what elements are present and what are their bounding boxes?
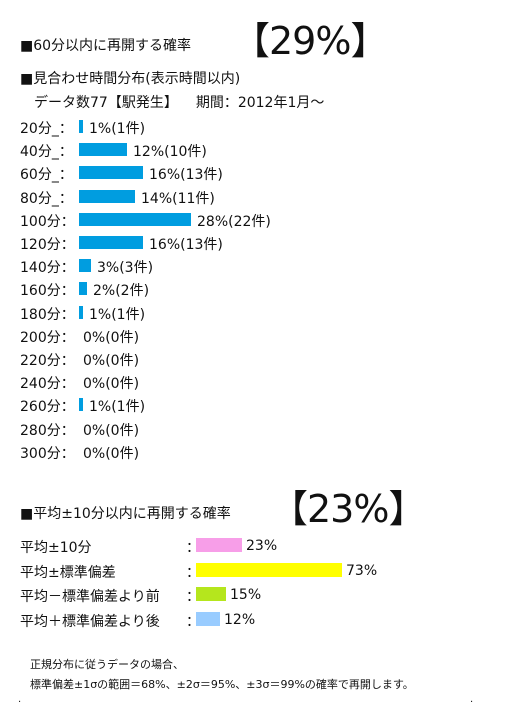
average-bar (196, 587, 226, 601)
distribution-row: 280分： 0%(0件) (20, 417, 500, 439)
distribution-row: 240分： 0%(0件) (20, 370, 500, 392)
average-row: 平均－標準偏差より前： 15% (20, 583, 500, 607)
distribution-bar (79, 236, 143, 249)
distribution-bar (79, 120, 83, 133)
distribution-row: 300分： 0%(0件) (20, 440, 500, 462)
distribution-value-label: 0%(0件) (83, 353, 140, 369)
distribution-value-label: 0%(0件) (83, 422, 140, 439)
average-category-label: 平均＋標準偏差より後 (20, 613, 160, 630)
average-bar (196, 562, 342, 577)
distribution-value-label: 1%(1件) (89, 306, 146, 323)
average-category-label: 平均±標準偏差 (20, 564, 116, 581)
distribution-value-label: 1%(1件) (89, 121, 146, 137)
distribution-row: 200分： 0%(0件) (20, 324, 500, 346)
section1-big-value: 【29%】 (232, 19, 388, 63)
distribution-value-label: 28%(22件) (197, 213, 271, 230)
distribution-row: 60分_： 16%(13件) (20, 161, 500, 183)
average-value-label: 12% (224, 611, 256, 628)
note-line-1: 正規分布に従うデータの場合、 (30, 658, 184, 671)
average-bar (196, 538, 242, 552)
distribution-bar (79, 212, 191, 226)
distribution-category-label: 240分： (20, 376, 75, 393)
average-value-label: 15% (230, 587, 262, 603)
distribution-category-label: 200分： (20, 329, 75, 346)
distribution-bar (79, 282, 87, 296)
distribution-bar (79, 189, 135, 203)
distribution-category-label: 60分_： (20, 167, 73, 184)
distribution-value-label: 14%(11件) (141, 190, 215, 207)
data-count: データ数77【駅発生】 (34, 95, 178, 111)
distribution-value-label: 2%(2件) (93, 283, 150, 300)
average-row: 平均＋標準偏差より後： 12% (20, 608, 500, 632)
distribution-category-label: 280分： (20, 422, 75, 439)
distribution-category-label: 300分： (20, 445, 75, 462)
period: 期間：2012年1月～ (195, 95, 325, 111)
distribution-category-label: 40分_： (20, 144, 73, 161)
section3-big-value: 【23%】 (270, 487, 426, 531)
distribution-bar (79, 259, 91, 273)
distribution-row: 180分： 1%(1件) (20, 301, 500, 323)
distribution-row: 120分： 16%(13件) (20, 231, 500, 253)
distribution-bar (79, 143, 127, 157)
section2-heading: ■見合わせ時間分布(表示時間以内) (20, 71, 241, 87)
average-row: 平均±10分： 23% (20, 534, 500, 558)
distribution-row: 220分： 0%(0件) (20, 347, 500, 369)
average-category-label: 平均±10分 (20, 540, 92, 556)
distribution-meta: データ数77【駅発生】 期間：2012年1月～ (34, 92, 324, 112)
distribution-category-label: 160分： (20, 283, 75, 300)
distribution-row: 100分： 28%(22件) (20, 208, 500, 230)
distribution-value-label: 0%(0件) (83, 445, 140, 462)
distribution-value-label: 16%(13件) (149, 167, 223, 184)
corner-dot-left: . (18, 694, 22, 705)
distribution-bar (79, 166, 143, 180)
distribution-value-label: 12%(10件) (133, 144, 207, 161)
distribution-row: 160分： 2%(2件) (20, 277, 500, 299)
distribution-value-label: 0%(0件) (83, 329, 140, 346)
note-line-2: 標準偏差±1σの範囲＝68%、±2σ＝95%、±3σ＝99%の確率で再開します。 (30, 678, 414, 691)
corner-dot-right: . (470, 694, 474, 705)
distribution-category-label: 20分_： (20, 121, 73, 137)
distribution-value-label: 1%(1件) (89, 399, 146, 416)
distribution-category-label: 180分： (20, 306, 75, 323)
distribution-category-label: 140分： (20, 260, 75, 277)
distribution-value-label: 3%(3件) (97, 260, 154, 277)
average-row: 平均±標準偏差： 73% (20, 559, 500, 583)
distribution-value-label: 16%(13件) (149, 237, 223, 253)
section3-heading: ■平均±10分以内に再開する確率 (20, 506, 231, 522)
distribution-category-label: 120分： (20, 237, 75, 253)
average-category-label: 平均－標準偏差より前 (20, 589, 160, 605)
distribution-row: 260分： 1%(1件) (20, 393, 500, 415)
distribution-row: 140分： 3%(3件) (20, 254, 500, 276)
distribution-category-label: 260分： (20, 399, 75, 416)
average-value-label: 23% (246, 538, 278, 554)
distribution-bar (79, 305, 83, 319)
distribution-bar (79, 398, 83, 412)
distribution-category-label: 220分： (20, 353, 75, 369)
distribution-category-label: 80分_： (20, 190, 73, 207)
distribution-category-label: 100分： (20, 213, 75, 230)
distribution-row: 80分_： 14%(11件) (20, 185, 500, 207)
section1-heading: ■60分以内に再開する確率 (20, 38, 192, 54)
distribution-row: 20分_： 1%(1件) (20, 115, 500, 137)
average-value-label: 73% (346, 562, 378, 579)
distribution-row: 40分_： 12%(10件) (20, 138, 500, 160)
distribution-value-label: 0%(0件) (83, 376, 140, 393)
average-bar (196, 611, 220, 626)
